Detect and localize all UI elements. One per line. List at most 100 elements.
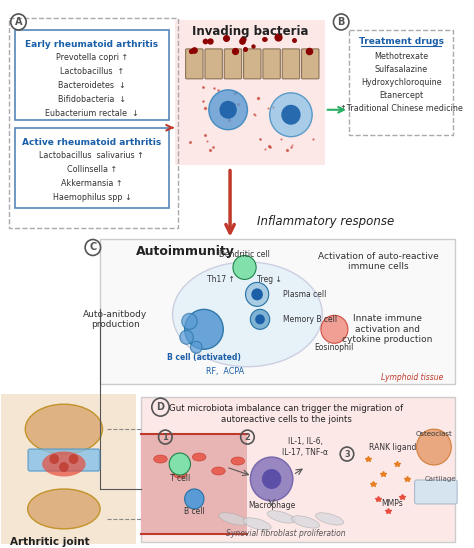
Ellipse shape	[25, 404, 102, 454]
Circle shape	[185, 489, 204, 509]
Text: Eubacterium rectale  ↓: Eubacterium rectale ↓	[45, 109, 139, 118]
Text: Eosinophil: Eosinophil	[315, 342, 354, 352]
FancyBboxPatch shape	[186, 49, 203, 79]
Text: B cell: B cell	[184, 507, 205, 516]
Circle shape	[169, 453, 191, 475]
FancyBboxPatch shape	[244, 49, 261, 79]
Text: RANK ligand: RANK ligand	[369, 443, 416, 452]
Text: B cell (activated): B cell (activated)	[167, 353, 241, 362]
Text: Plasma cell: Plasma cell	[283, 290, 327, 299]
Ellipse shape	[42, 452, 86, 477]
Text: B: B	[337, 17, 345, 27]
Circle shape	[180, 330, 193, 344]
Circle shape	[251, 288, 263, 300]
Text: Macrophage: Macrophage	[248, 501, 295, 510]
Text: T cell: T cell	[170, 475, 190, 483]
Text: Cartilage: Cartilage	[425, 476, 456, 482]
FancyBboxPatch shape	[15, 128, 169, 208]
Text: Auto-anitbody
production: Auto-anitbody production	[83, 310, 147, 329]
Text: Treatment drugs: Treatment drugs	[359, 37, 444, 47]
Text: Osteoclast: Osteoclast	[416, 431, 452, 437]
FancyBboxPatch shape	[205, 49, 222, 79]
Ellipse shape	[316, 513, 344, 525]
Circle shape	[250, 457, 293, 501]
FancyBboxPatch shape	[141, 434, 247, 534]
Ellipse shape	[173, 470, 187, 478]
FancyBboxPatch shape	[301, 49, 319, 79]
Text: Prevotella copri ↑: Prevotella copri ↑	[56, 53, 128, 62]
Text: Sulfasalazine: Sulfasalazine	[374, 65, 428, 75]
Text: Invading bacteria: Invading bacteria	[192, 25, 309, 38]
FancyBboxPatch shape	[1, 394, 137, 544]
Circle shape	[262, 469, 281, 489]
Circle shape	[250, 310, 270, 329]
Text: Collinsella ↑: Collinsella ↑	[67, 165, 117, 174]
Text: Gut microbiota imbalance can trigger the migration of
autoreactive cells to the : Gut microbiota imbalance can trigger the…	[169, 404, 403, 424]
Text: Haemophilus spp ↓: Haemophilus spp ↓	[53, 193, 131, 202]
Text: ↑Traditional Chinese medicine: ↑Traditional Chinese medicine	[340, 104, 463, 113]
Text: D: D	[156, 402, 164, 412]
Text: Methotrexate: Methotrexate	[374, 53, 428, 61]
Text: Bacteroidetes  ↓: Bacteroidetes ↓	[58, 81, 126, 90]
Text: Hydroxychloroquine: Hydroxychloroquine	[361, 78, 441, 87]
Text: MMPs: MMPs	[382, 499, 403, 509]
FancyBboxPatch shape	[141, 397, 455, 542]
Text: Autoimmunity: Autoimmunity	[137, 245, 235, 258]
Text: Inflammatory response: Inflammatory response	[257, 215, 394, 228]
Text: Innate immune
activation and
cytokine production: Innate immune activation and cytokine pr…	[342, 315, 433, 344]
Text: Bifidobacteria  ↓: Bifidobacteria ↓	[58, 95, 126, 104]
Text: Early rheumatoid arthritis: Early rheumatoid arthritis	[25, 41, 158, 49]
Circle shape	[417, 429, 451, 465]
Text: A: A	[15, 17, 22, 27]
Ellipse shape	[154, 455, 167, 463]
FancyBboxPatch shape	[415, 480, 457, 504]
Circle shape	[270, 93, 312, 136]
Text: Lactobacillus  salivarius ↑: Lactobacillus salivarius ↑	[39, 151, 144, 160]
FancyBboxPatch shape	[100, 239, 455, 384]
Ellipse shape	[243, 518, 271, 530]
Text: Activation of auto-reactive
immune cells: Activation of auto-reactive immune cells	[318, 252, 438, 271]
Text: Lymphoid tissue: Lymphoid tissue	[381, 373, 444, 382]
FancyBboxPatch shape	[28, 449, 100, 471]
Text: Th17 ↑: Th17 ↑	[208, 275, 235, 284]
Text: 3: 3	[344, 449, 350, 459]
FancyBboxPatch shape	[263, 49, 280, 79]
Circle shape	[49, 454, 59, 464]
FancyBboxPatch shape	[175, 20, 325, 164]
Text: Lactobacillus  ↑: Lactobacillus ↑	[60, 67, 124, 76]
Circle shape	[219, 101, 237, 119]
Circle shape	[209, 90, 247, 130]
Ellipse shape	[292, 516, 319, 528]
Text: 1: 1	[163, 432, 168, 442]
Text: Memory B cell: Memory B cell	[283, 315, 337, 324]
Text: Arthritic joint: Arthritic joint	[9, 537, 89, 547]
Text: Dendritic cell: Dendritic cell	[219, 250, 270, 259]
Ellipse shape	[231, 457, 245, 465]
Circle shape	[281, 105, 301, 125]
Ellipse shape	[27, 489, 100, 529]
Text: Etanercept: Etanercept	[379, 92, 423, 100]
Circle shape	[59, 462, 69, 472]
Circle shape	[191, 341, 202, 353]
Text: Akkermansia ↑: Akkermansia ↑	[61, 179, 123, 188]
FancyBboxPatch shape	[282, 49, 300, 79]
Circle shape	[321, 315, 348, 343]
Text: Synovial fibroblast proliferation: Synovial fibroblast proliferation	[226, 529, 346, 538]
FancyBboxPatch shape	[224, 49, 242, 79]
Text: C: C	[89, 242, 97, 253]
Ellipse shape	[267, 511, 295, 523]
Circle shape	[182, 313, 197, 329]
Circle shape	[233, 255, 256, 279]
Text: Treg ↓: Treg ↓	[257, 275, 282, 284]
Text: IL-1, IL-6,
IL-17, TNF-α: IL-1, IL-6, IL-17, TNF-α	[283, 437, 328, 457]
Ellipse shape	[173, 262, 322, 367]
Text: Active rheumatoid arthritis: Active rheumatoid arthritis	[22, 138, 162, 147]
Ellipse shape	[219, 513, 247, 525]
Circle shape	[69, 454, 78, 464]
Circle shape	[246, 282, 269, 306]
Text: RF,  ACPA: RF, ACPA	[206, 367, 244, 376]
Ellipse shape	[212, 467, 225, 475]
FancyBboxPatch shape	[15, 30, 169, 120]
Circle shape	[185, 310, 223, 349]
Ellipse shape	[192, 453, 206, 461]
